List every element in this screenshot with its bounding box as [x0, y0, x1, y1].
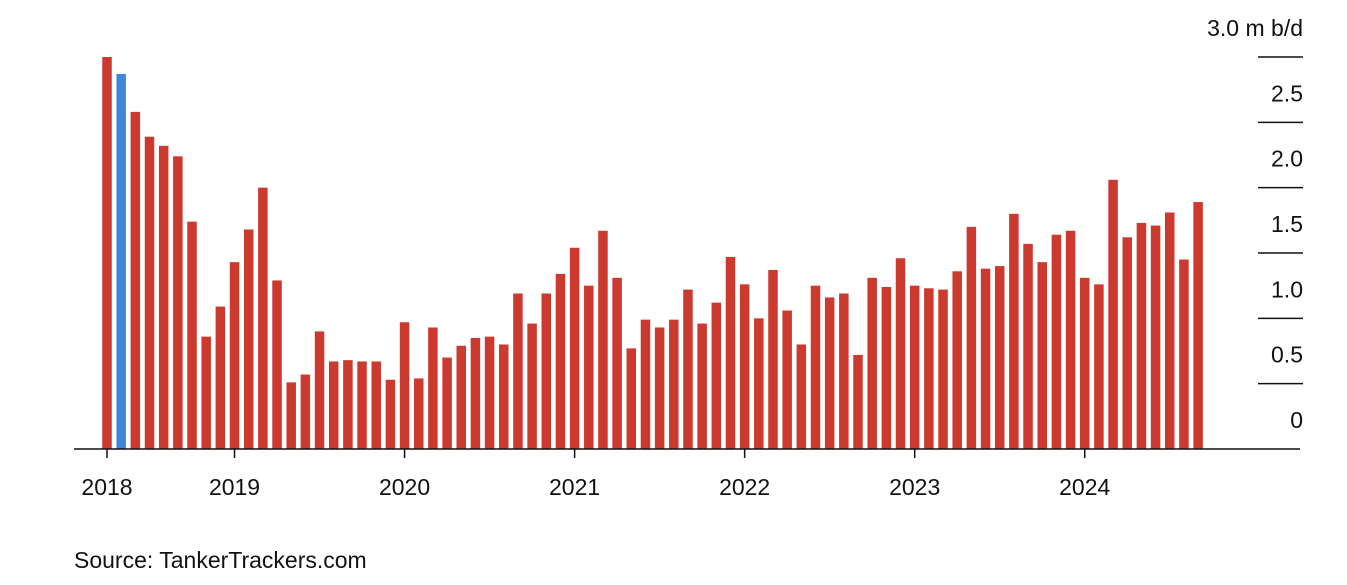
bar [612, 277, 622, 449]
bar [1065, 230, 1076, 449]
y-tick-label: 0.5 [1271, 342, 1303, 368]
y-tick-label: 3.0 m b/d [1207, 15, 1303, 41]
bar [442, 357, 452, 449]
bar [654, 327, 665, 449]
bar [1179, 259, 1189, 449]
bar [938, 289, 948, 449]
bar [314, 331, 325, 449]
bar [456, 345, 466, 449]
bar [796, 344, 807, 449]
y-tick-label: 2.5 [1271, 80, 1303, 106]
bar [1150, 225, 1161, 449]
bar [513, 293, 523, 449]
bar [1094, 284, 1104, 449]
bar [286, 382, 296, 449]
bar [158, 145, 169, 449]
bar [470, 337, 481, 449]
bar [499, 344, 509, 449]
bar [144, 136, 155, 449]
bar [824, 297, 835, 449]
bar [187, 221, 197, 449]
bar [1165, 212, 1175, 449]
bar [867, 277, 877, 449]
bar [343, 360, 353, 449]
bar [881, 286, 892, 449]
bar [980, 268, 991, 449]
bar [711, 302, 722, 449]
bar [754, 318, 764, 449]
x-tick-label: 2020 [379, 474, 430, 500]
bar [1108, 179, 1118, 449]
bar [1051, 234, 1062, 449]
bar [1122, 237, 1132, 449]
bar [697, 323, 707, 449]
y-tick-label: 0 [1290, 407, 1303, 433]
source-note: Source: TankerTrackers.com [74, 547, 367, 573]
bar [116, 73, 126, 449]
bar [229, 262, 240, 449]
y-tick-label: 1.5 [1271, 211, 1303, 237]
bar [598, 230, 608, 449]
bar [839, 293, 849, 449]
bar [1023, 243, 1033, 449]
bar [924, 288, 934, 449]
bar [102, 57, 112, 449]
bar [428, 327, 438, 449]
x-tick-label: 2024 [1059, 474, 1110, 500]
bar [173, 156, 183, 449]
bar [994, 266, 1005, 449]
bar [1193, 202, 1203, 449]
bar [966, 226, 977, 449]
bar [215, 306, 226, 449]
x-tick-label: 2018 [81, 474, 132, 500]
bar [258, 187, 268, 449]
bar [1136, 222, 1147, 449]
y-tick-label: 2.0 [1271, 146, 1303, 172]
bar [1037, 262, 1047, 449]
bar [895, 258, 906, 449]
bar [909, 285, 920, 449]
bar [371, 361, 381, 449]
bar [243, 229, 254, 449]
bar [853, 354, 863, 449]
x-tick-label: 2023 [889, 474, 940, 500]
bar [300, 374, 311, 449]
bar [413, 378, 424, 449]
bar [385, 379, 396, 449]
bar [130, 111, 141, 449]
bar [782, 310, 792, 449]
bar [584, 285, 594, 449]
bar [683, 289, 693, 449]
bar [1079, 277, 1090, 449]
bar [555, 273, 566, 449]
bar [272, 280, 282, 449]
bar [669, 319, 679, 449]
bar [357, 361, 367, 449]
bar [640, 319, 651, 449]
bar [201, 336, 211, 449]
x-tick-label: 2019 [209, 474, 260, 500]
bar [527, 323, 537, 449]
bar [739, 284, 750, 449]
y-tick-label: 1.0 [1271, 276, 1303, 302]
bar [569, 247, 580, 449]
bar [725, 256, 736, 449]
bar [328, 361, 339, 449]
bar [484, 336, 495, 449]
bar [1009, 213, 1019, 449]
bar [626, 348, 637, 449]
x-tick-label: 2021 [549, 474, 600, 500]
x-tick-label: 2022 [719, 474, 770, 500]
bar [952, 271, 962, 449]
bar [810, 285, 821, 449]
bar [768, 269, 778, 449]
bar [399, 322, 410, 449]
bar [541, 293, 552, 449]
